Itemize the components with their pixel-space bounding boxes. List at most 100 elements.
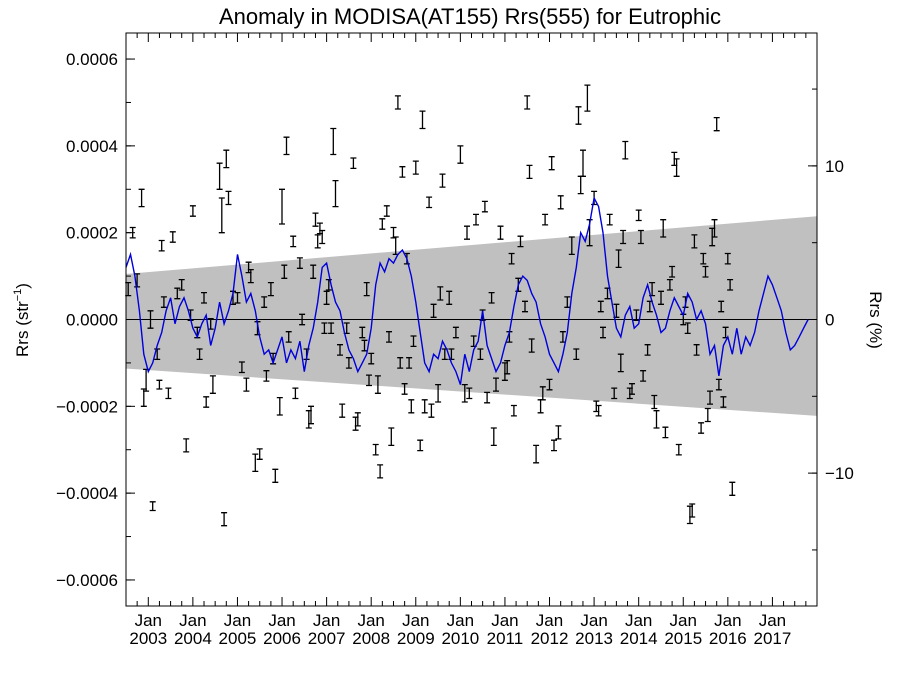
x-tick-label-month: Jan xyxy=(491,611,518,630)
x-tick-label-month: Jan xyxy=(625,611,652,630)
error-bar xyxy=(617,353,624,373)
error-bar xyxy=(328,322,335,335)
error-bar xyxy=(466,387,473,400)
error-bar xyxy=(575,106,582,125)
x-tick-label-year: 2004 xyxy=(174,629,212,648)
error-bar xyxy=(256,448,263,460)
y-axis-label-left: Rrs (str−1) xyxy=(12,283,32,357)
y-tick-label-right: 0 xyxy=(825,311,834,330)
y-tick-label-right: 10 xyxy=(825,157,844,176)
error-bar xyxy=(138,188,145,208)
error-bar xyxy=(504,360,511,375)
error-bar xyxy=(410,335,417,348)
error-bar xyxy=(437,286,444,301)
error-bar xyxy=(330,127,337,156)
error-bar xyxy=(658,290,664,305)
error-bar xyxy=(720,396,727,408)
error-bar xyxy=(428,403,435,418)
error-bar xyxy=(394,95,401,110)
error-bar xyxy=(189,205,196,217)
error-bar xyxy=(508,252,515,265)
error-bar xyxy=(388,427,395,447)
error-bar xyxy=(568,236,575,256)
error-bar xyxy=(448,348,455,361)
error-bar xyxy=(178,278,185,291)
error-bar xyxy=(374,375,381,394)
error-bar xyxy=(158,239,165,252)
error-bar xyxy=(201,291,207,304)
error-bar xyxy=(379,218,386,230)
error-bar xyxy=(653,410,660,429)
error-bar xyxy=(252,453,259,473)
x-tick-label-year: 2003 xyxy=(129,629,167,648)
error-bar xyxy=(383,205,390,217)
x-tick-label-month: Jan xyxy=(357,611,384,630)
x-tick-label-month: Jan xyxy=(268,611,295,630)
error-bar xyxy=(325,278,332,291)
smoothed-line xyxy=(125,195,809,385)
error-bar xyxy=(401,383,408,395)
error-bar xyxy=(209,375,216,394)
x-tick-label-year: 2005 xyxy=(219,629,257,648)
error-bar xyxy=(285,331,292,343)
x-tick-label-year: 2008 xyxy=(352,629,390,648)
error-bar xyxy=(669,265,676,278)
error-bar xyxy=(611,387,618,400)
error-bar xyxy=(477,348,484,361)
x-tick-label-month: Jan xyxy=(179,611,206,630)
x-tick-label-year: 2012 xyxy=(531,629,569,648)
error-bar xyxy=(446,290,453,305)
error-bar xyxy=(727,278,734,291)
y-tick-label-right: −10 xyxy=(825,464,854,483)
y-tick-label-left: −0.0002 xyxy=(56,397,118,416)
error-bar xyxy=(419,110,426,130)
error-bar xyxy=(493,377,499,392)
error-bar xyxy=(488,291,495,304)
error-bar xyxy=(417,439,424,452)
error-bar xyxy=(666,278,673,291)
x-tick-label-month: Jan xyxy=(759,611,786,630)
error-bar xyxy=(435,383,442,403)
error-bar xyxy=(729,481,736,496)
error-bar xyxy=(160,296,167,308)
x-tick-label-month: Jan xyxy=(313,611,340,630)
error-bar xyxy=(713,116,720,132)
error-bar xyxy=(528,338,535,353)
error-bar xyxy=(724,252,731,265)
error-bar xyxy=(354,412,361,427)
x-tick-label-month: Jan xyxy=(536,611,563,630)
x-tick-label-month: Jan xyxy=(402,611,429,630)
error-bar xyxy=(640,370,647,382)
x-tick-label-year: 2014 xyxy=(620,629,658,648)
error-bar xyxy=(644,344,651,356)
error-bar xyxy=(555,425,562,440)
error-bar xyxy=(366,374,372,387)
error-bar xyxy=(174,287,181,300)
error-bar xyxy=(464,225,470,240)
error-bar xyxy=(323,290,330,305)
error-bar xyxy=(651,394,658,410)
error-bar xyxy=(290,235,297,248)
error-bar xyxy=(473,213,479,226)
error-bar xyxy=(580,149,586,177)
error-bar xyxy=(243,377,250,392)
error-bar xyxy=(615,249,622,269)
y-tick-label-left: −0.0006 xyxy=(56,571,118,590)
error-bar xyxy=(337,344,343,356)
error-bar xyxy=(321,322,328,335)
error-bar xyxy=(484,391,491,404)
error-bar xyxy=(490,427,497,447)
error-bar xyxy=(439,173,446,188)
error-bar xyxy=(361,339,368,352)
y-axis-label-right: Rrs (%) xyxy=(866,291,885,349)
error-bar xyxy=(707,390,713,405)
error-bar xyxy=(573,348,580,361)
x-tick-label-month: Jan xyxy=(224,611,251,630)
error-bar xyxy=(247,268,254,284)
error-bar xyxy=(154,348,161,361)
error-bar xyxy=(234,291,241,304)
error-bar xyxy=(169,231,176,243)
error-bar xyxy=(564,296,571,308)
x-tick-label-year: 2009 xyxy=(397,629,435,648)
